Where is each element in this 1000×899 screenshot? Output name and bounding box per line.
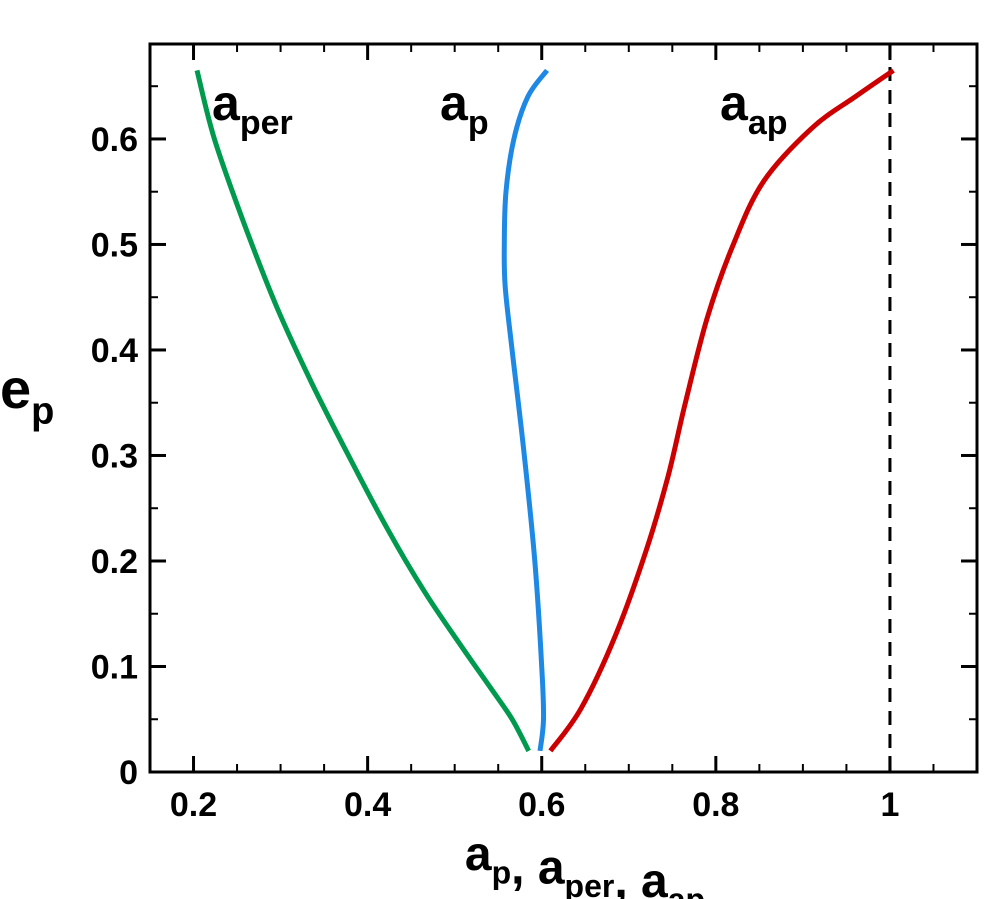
y-tick-label: 0.4	[91, 332, 138, 370]
series-lines	[194, 68, 895, 753]
y-tick-label: 0.2	[91, 543, 138, 581]
axis-labels: ap, aper, aap ep	[0, 357, 705, 899]
x-tick-label: 0.2	[170, 786, 217, 824]
plot-frame	[148, 42, 979, 774]
series-label-a-ap: aap	[720, 75, 788, 142]
series-labels: aper ap aap	[212, 75, 788, 142]
x-tick-label: 0.8	[692, 786, 739, 824]
tick-labels: 0.2 0.4 0.6 0.8 1 0 0.1 0.2 0.3 0.4 0.5 0.6	[91, 121, 900, 824]
x-tick-label: 0.4	[344, 786, 391, 824]
y-axis-label: ep	[0, 357, 54, 433]
series-line-a-ap	[548, 68, 895, 753]
x-axis-label: ap, aper, aap	[465, 828, 705, 899]
x-tick-label: 1	[880, 786, 899, 824]
y-tick-label: 0.3	[91, 437, 138, 475]
x-tick-label: 0.6	[518, 786, 565, 824]
series-line-a-per	[194, 69, 531, 753]
series-line-a-p	[501, 68, 550, 752]
y-tick-label: 0.5	[91, 226, 138, 264]
y-tick-label: 0	[119, 754, 138, 792]
axis-ticks	[149, 44, 978, 774]
series-label-a-p: ap	[440, 75, 489, 142]
series-label-a-per: aper	[212, 75, 293, 142]
y-tick-label: 0.1	[91, 648, 138, 686]
y-tick-label: 0.6	[91, 121, 138, 159]
